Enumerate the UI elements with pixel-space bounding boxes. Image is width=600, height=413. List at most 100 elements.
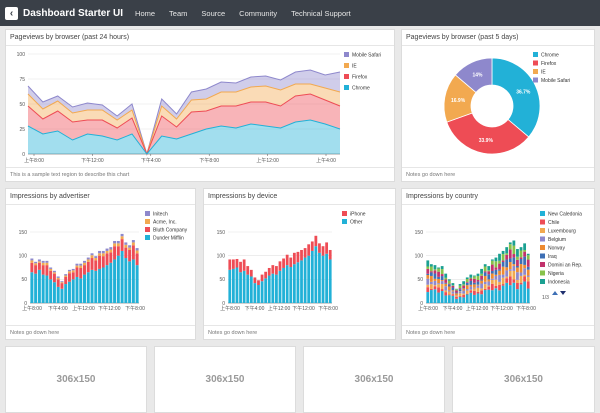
bar-segment [105,253,109,266]
nav-link-team[interactable]: Team [169,8,188,18]
nav-link-technical-support[interactable]: Technical Support [291,8,351,18]
x-tick-label: 下午12:00 [81,157,104,164]
bar-segment [505,267,509,271]
bar-segment [462,288,466,289]
bar-segment [278,261,282,271]
panel-note: Notes go down here [406,330,456,336]
bar-segment [501,274,505,278]
bar-segment [498,269,501,271]
bar-segment [469,289,473,291]
legend-swatch [540,270,545,276]
legend-label: Dunder Mifflin [153,236,184,242]
bar-segment [494,279,498,286]
legend-swatch [344,63,349,68]
bar-segment [90,269,94,303]
nav-link-home[interactable]: Home [135,8,156,18]
bar-segment [56,276,60,278]
bar-segment [433,280,437,286]
bar-segment [300,249,303,261]
bar-segment [325,242,329,254]
brand[interactable]: ‹ Dashboard Starter UI [5,6,123,20]
bar-segment [512,245,516,255]
legend-label: IE [352,64,357,70]
panel-pageviews-5d: Pageviews by browser (past 5 days) 36.7%… [401,29,595,182]
bar-segment [292,252,296,265]
bar-segment [249,269,253,277]
legend-label: Domini an Rep. [548,263,582,269]
bar-segment [231,259,235,269]
bar-segment [433,265,437,270]
bar-segment [469,280,473,285]
bar-segment [494,275,498,280]
bar-segment [45,262,49,266]
legend-swatch [344,85,349,90]
bar-segment [523,243,527,250]
page-down-icon [560,291,566,295]
bar-segment [498,274,501,282]
bar-segment [473,278,476,283]
placeholder-tile: 306x150 [452,346,595,413]
bar-segment [79,263,83,266]
bar-segment [37,261,41,263]
bar-segment [476,285,480,288]
bar-segment [526,276,530,282]
bar-segment [505,276,509,279]
bar-segment [64,276,68,285]
bar-segment [440,284,444,290]
bar-segment [253,283,257,303]
bar-segment [37,259,41,262]
bar-segment [433,269,437,271]
nav-link-source[interactable]: Source [201,8,226,18]
bar-segment [271,265,275,274]
bar-segment [228,269,232,303]
legend-swatch [540,279,545,284]
nav-link-community[interactable]: Community [239,8,278,18]
bar-segment [508,249,512,259]
bar-segment [67,273,71,282]
panel-note: Notes go down here [406,172,456,178]
bar-segment [41,265,45,275]
slice-label: 33.9% [479,138,494,144]
bar-segment [124,244,128,248]
y-tick-label: 75 [19,77,25,83]
bar-segment [303,257,307,303]
bar-segment [487,281,491,286]
x-tick-label: 上午8:00 [220,305,240,312]
bar-segment [314,246,318,303]
bar-segment [86,257,90,260]
bar-segment [109,262,113,303]
bar-segment [508,258,512,263]
bar-segment [476,293,480,303]
bar-segment [444,273,448,278]
bar-segment [487,279,491,282]
bar-segment [451,290,455,292]
bar-segment [508,262,512,270]
bar-segment [34,265,38,274]
panel-title: Impressions by advertiser [10,193,90,200]
bar-segment [282,258,285,268]
bar-segment [90,258,94,270]
bar-segment [447,295,451,303]
bar-segment [83,274,86,303]
bar-segment [447,284,451,287]
bar-segment [275,266,278,275]
bar-segment [469,286,473,290]
x-tick-label: 下午8:00 [516,305,536,312]
y-tick-label: 50 [19,102,25,108]
bar-segment [116,246,120,256]
bar-segment [483,275,487,282]
y-tick-label: 150 [19,230,28,236]
bar-segment [505,247,509,254]
bar-segment [267,275,271,303]
bar-segment [307,244,311,256]
x-tick-label: 下午4:00 [443,305,463,312]
bar-segment [75,263,79,266]
bar-segment [483,264,487,267]
bar-segment [458,291,462,292]
bar-segment [71,279,75,303]
bar-segment [86,272,90,303]
x-tick-label: 下午8:00 [199,157,219,164]
y-tick-label: 50 [417,277,423,283]
bar-segment [124,247,128,259]
bar-segment [526,269,530,276]
